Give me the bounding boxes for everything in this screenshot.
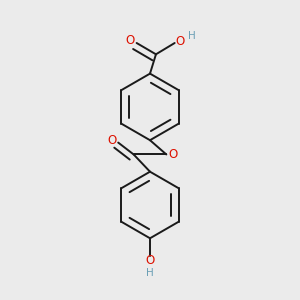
Text: O: O bbox=[146, 254, 154, 267]
Text: H: H bbox=[188, 32, 196, 41]
Text: O: O bbox=[107, 134, 116, 147]
Text: O: O bbox=[176, 35, 184, 48]
Text: O: O bbox=[125, 34, 135, 47]
Text: O: O bbox=[168, 148, 178, 161]
Text: H: H bbox=[146, 268, 154, 278]
